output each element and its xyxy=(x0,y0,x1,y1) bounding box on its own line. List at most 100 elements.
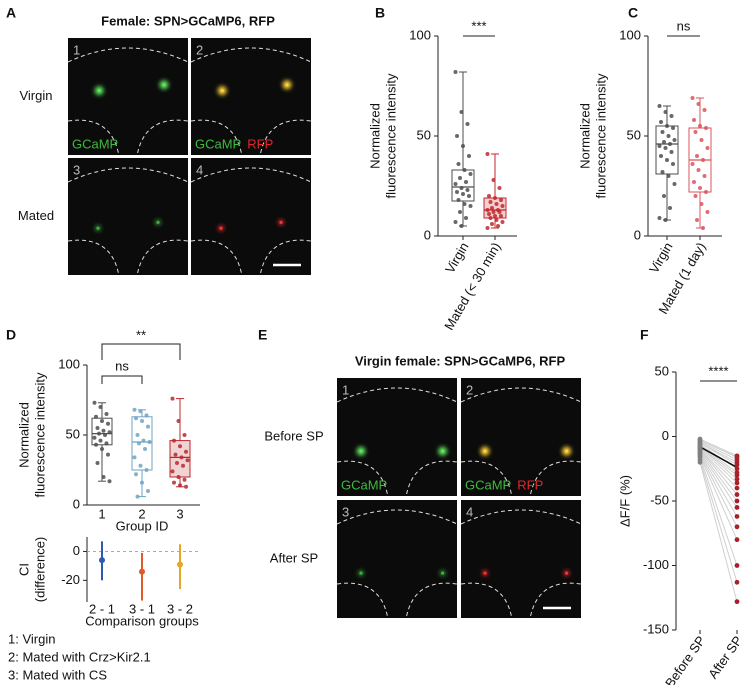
sig-bracket xyxy=(101,343,181,360)
data-point xyxy=(671,162,675,166)
data-point xyxy=(692,180,696,184)
data-point xyxy=(488,200,493,204)
data-point xyxy=(104,441,109,446)
row-label: After SP xyxy=(270,550,318,565)
data-point xyxy=(734,599,740,605)
data-point xyxy=(144,413,149,418)
cell-core xyxy=(96,226,100,230)
x-tick-label: Virgin xyxy=(646,240,675,276)
data-point xyxy=(455,190,459,194)
data-point xyxy=(660,130,665,134)
outline-top xyxy=(336,387,458,403)
data-point xyxy=(734,505,740,510)
pair-line xyxy=(699,455,738,540)
channel-label: GCaMP xyxy=(72,136,118,151)
data-point xyxy=(705,210,710,214)
data-point xyxy=(734,462,740,468)
y-tick-label: 100 xyxy=(619,27,641,42)
y-axis-title: ΔF/F (%) xyxy=(617,475,632,527)
outline-bottom xyxy=(336,582,458,617)
data-point xyxy=(497,186,502,190)
data-point xyxy=(734,537,740,543)
data-point xyxy=(493,196,497,200)
data-point xyxy=(468,204,473,208)
data-point xyxy=(734,563,740,568)
data-point xyxy=(461,192,465,196)
data-point xyxy=(172,480,176,485)
data-point xyxy=(464,180,468,184)
data-point xyxy=(499,214,503,218)
outline-bottom xyxy=(336,460,458,495)
data-point xyxy=(462,202,467,206)
channel-label: RFP xyxy=(517,477,543,492)
y-tick-label: 0 xyxy=(73,543,80,558)
data-point xyxy=(170,396,175,401)
outline-top xyxy=(336,509,458,525)
data-point xyxy=(172,438,176,443)
data-point xyxy=(170,469,175,474)
data-point xyxy=(493,214,497,218)
data-point xyxy=(499,198,503,202)
data-point xyxy=(95,461,100,465)
data-point xyxy=(734,480,740,486)
outline-bottom xyxy=(190,239,312,274)
data-point xyxy=(185,458,190,463)
data-point xyxy=(143,447,147,451)
data-point xyxy=(702,174,707,178)
data-point xyxy=(494,202,499,206)
data-point xyxy=(135,433,140,437)
data-point xyxy=(132,407,137,412)
data-point xyxy=(147,440,152,444)
data-point xyxy=(176,475,181,479)
cell-core xyxy=(359,449,363,453)
data-point xyxy=(485,208,490,212)
outline-top xyxy=(67,47,189,63)
outline-bottom xyxy=(190,119,312,154)
x-tick-label: 2 - 1 xyxy=(89,601,115,616)
data-point xyxy=(468,172,473,176)
pair-line xyxy=(699,447,738,484)
data-point xyxy=(101,428,106,433)
data-point xyxy=(704,190,708,194)
x-tick-label: 3 - 2 xyxy=(167,601,193,616)
x-tick-label: After SP xyxy=(705,633,745,681)
cell-core xyxy=(441,449,445,453)
y-tick-label: 0 xyxy=(424,227,431,242)
data-point xyxy=(97,431,101,436)
y-tick-label: 50 xyxy=(417,127,431,142)
sig-label: ns xyxy=(677,18,691,33)
ci-point xyxy=(177,561,183,568)
data-point xyxy=(660,170,665,174)
data-point xyxy=(666,174,671,178)
data-point xyxy=(456,198,461,202)
y-axis-title: CI xyxy=(16,563,31,576)
x-tick-label: 1 xyxy=(98,506,105,521)
micrograph xyxy=(461,378,581,496)
data-point xyxy=(671,126,675,130)
data-point xyxy=(734,485,740,491)
cell-core xyxy=(483,449,487,453)
data-point xyxy=(734,466,740,472)
data-point xyxy=(101,475,106,479)
tile-number: 2 xyxy=(466,382,473,397)
data-point xyxy=(698,124,702,128)
data-point xyxy=(734,476,740,482)
pair-line xyxy=(699,442,738,466)
y-tick-label: 0 xyxy=(662,428,669,443)
data-point xyxy=(146,424,150,429)
pair-line xyxy=(699,438,738,457)
cell-core xyxy=(162,83,166,87)
data-point xyxy=(697,459,703,465)
data-point xyxy=(100,447,104,451)
data-point xyxy=(100,419,104,423)
x-axis-title: Group ID xyxy=(116,518,169,533)
panel-label: A xyxy=(6,5,16,21)
data-point xyxy=(699,202,704,206)
box xyxy=(131,416,153,471)
sig-label: *** xyxy=(471,18,486,33)
data-point xyxy=(690,96,695,100)
x-tick-label: 3 xyxy=(176,506,183,521)
data-point xyxy=(137,441,141,446)
data-point xyxy=(175,461,179,465)
x-tick-label: 2 xyxy=(138,506,145,521)
